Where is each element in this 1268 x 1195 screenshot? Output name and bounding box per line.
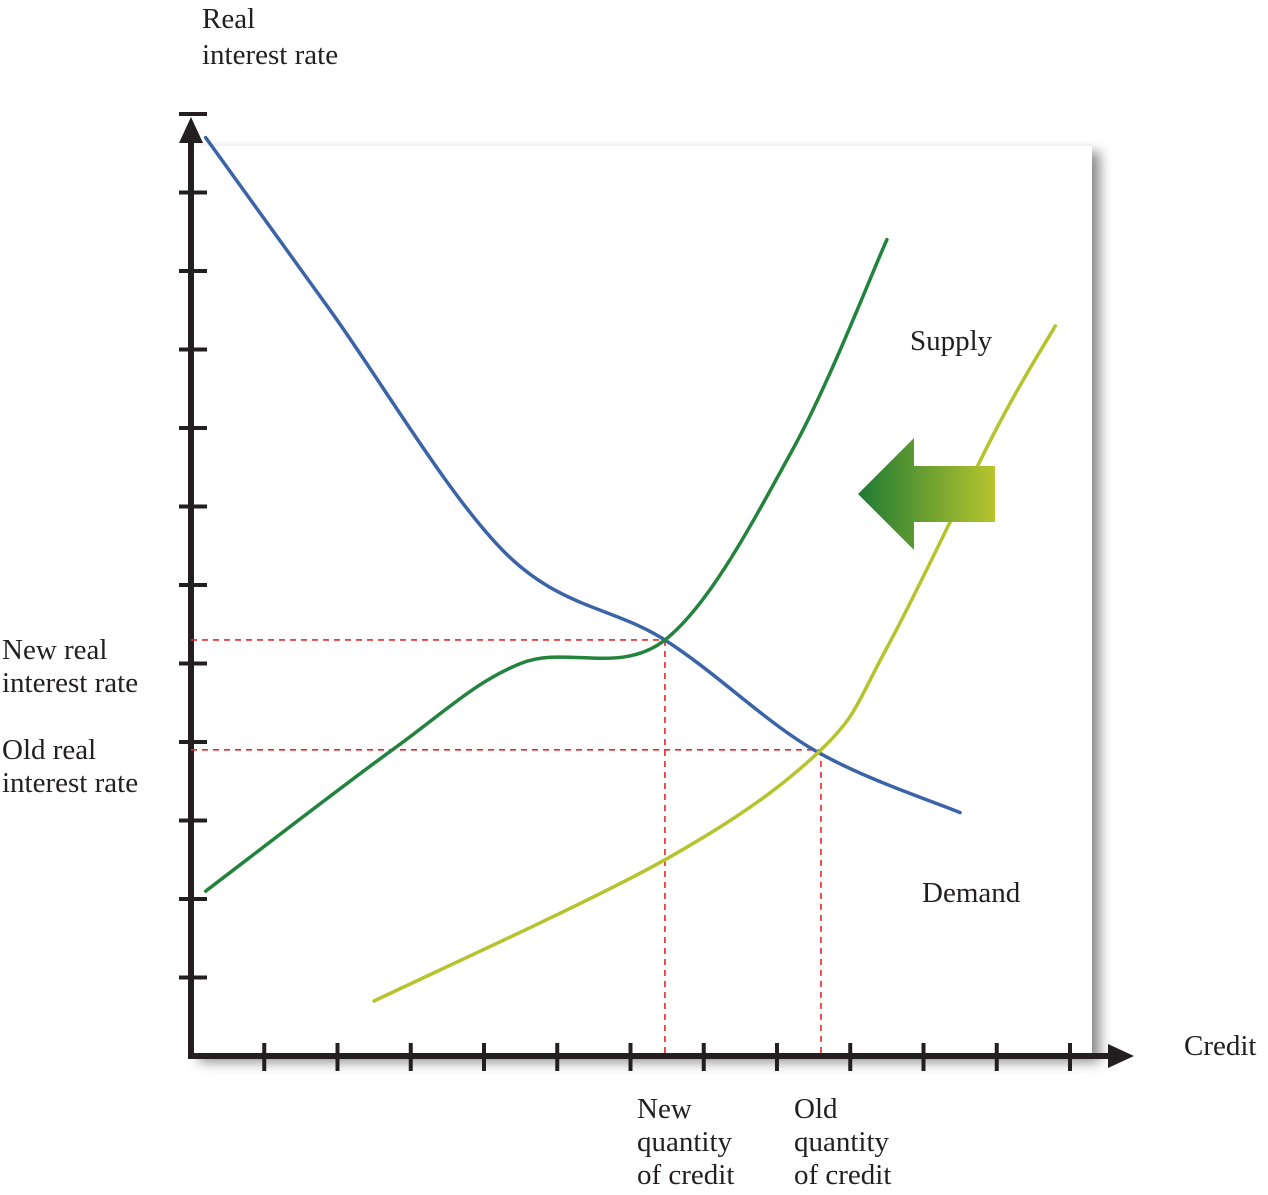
plot-panel — [191, 146, 1092, 1056]
old-quantity-label-line3: of credit — [794, 1159, 891, 1191]
series-label-supply: Supply — [910, 325, 993, 357]
y-ticks — [179, 112, 207, 980]
old-quantity-label-line2: quantity — [794, 1126, 890, 1158]
x-axis-arrowhead — [1108, 1044, 1134, 1068]
old-supply-curve — [372, 324, 1058, 1003]
demand-curve — [203, 135, 962, 815]
y-axis-label-line2: interest rate — [202, 39, 338, 71]
new-quantity-label-line2: quantity — [637, 1126, 733, 1158]
new-quantity-label-line1: New — [637, 1093, 692, 1125]
new-quantity-label-line3: of credit — [637, 1159, 734, 1191]
old-rate-label-line2: interest rate — [2, 767, 138, 799]
series-layer — [203, 135, 1058, 1003]
x-ticks — [262, 1043, 1072, 1071]
new-rate-label-line1: New real — [2, 634, 107, 666]
supply-curve — [203, 237, 889, 893]
old-rate-label-line1: Old real — [2, 734, 96, 766]
shift-left-arrow — [858, 438, 995, 550]
y-axis-label-line1: Real — [202, 3, 255, 35]
y-axis — [179, 117, 203, 1058]
new-rate-label-line2: interest rate — [2, 667, 138, 699]
old-quantity-label-line1: Old — [794, 1093, 838, 1125]
x-axis-label: Credit — [1184, 1030, 1257, 1062]
series-label-demand: Demand — [922, 877, 1021, 909]
x-axis — [188, 1044, 1134, 1068]
reference-lines — [191, 639, 822, 1056]
y-axis-arrowhead — [179, 117, 203, 143]
